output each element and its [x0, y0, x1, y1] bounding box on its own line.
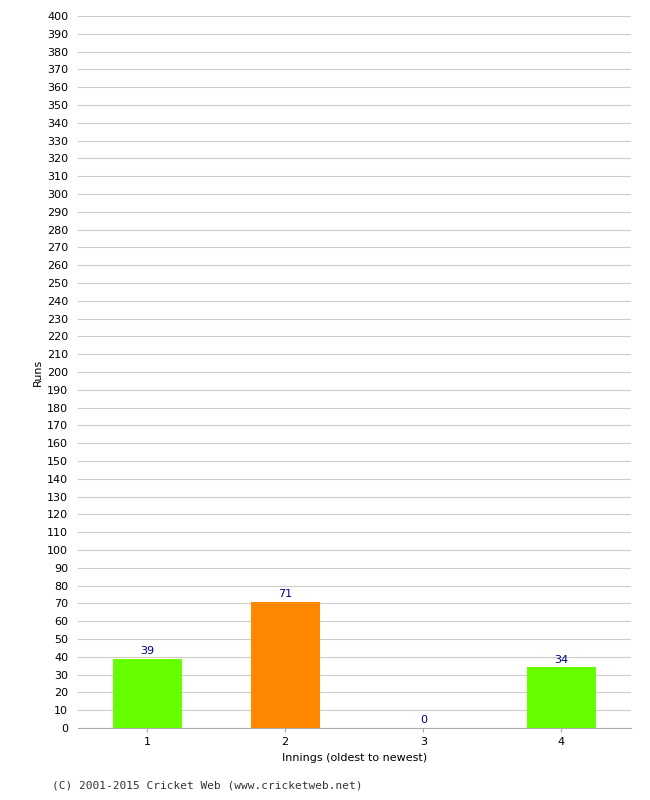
Bar [112, 658, 181, 728]
Y-axis label: Runs: Runs [33, 358, 43, 386]
Text: (C) 2001-2015 Cricket Web (www.cricketweb.net): (C) 2001-2015 Cricket Web (www.cricketwe… [52, 781, 363, 790]
Text: 39: 39 [140, 646, 154, 656]
Text: 0: 0 [420, 715, 427, 726]
X-axis label: Innings (oldest to newest): Innings (oldest to newest) [281, 753, 427, 762]
Bar [527, 667, 596, 728]
Text: 71: 71 [278, 589, 292, 599]
Text: 34: 34 [554, 655, 569, 665]
Bar [251, 602, 320, 728]
